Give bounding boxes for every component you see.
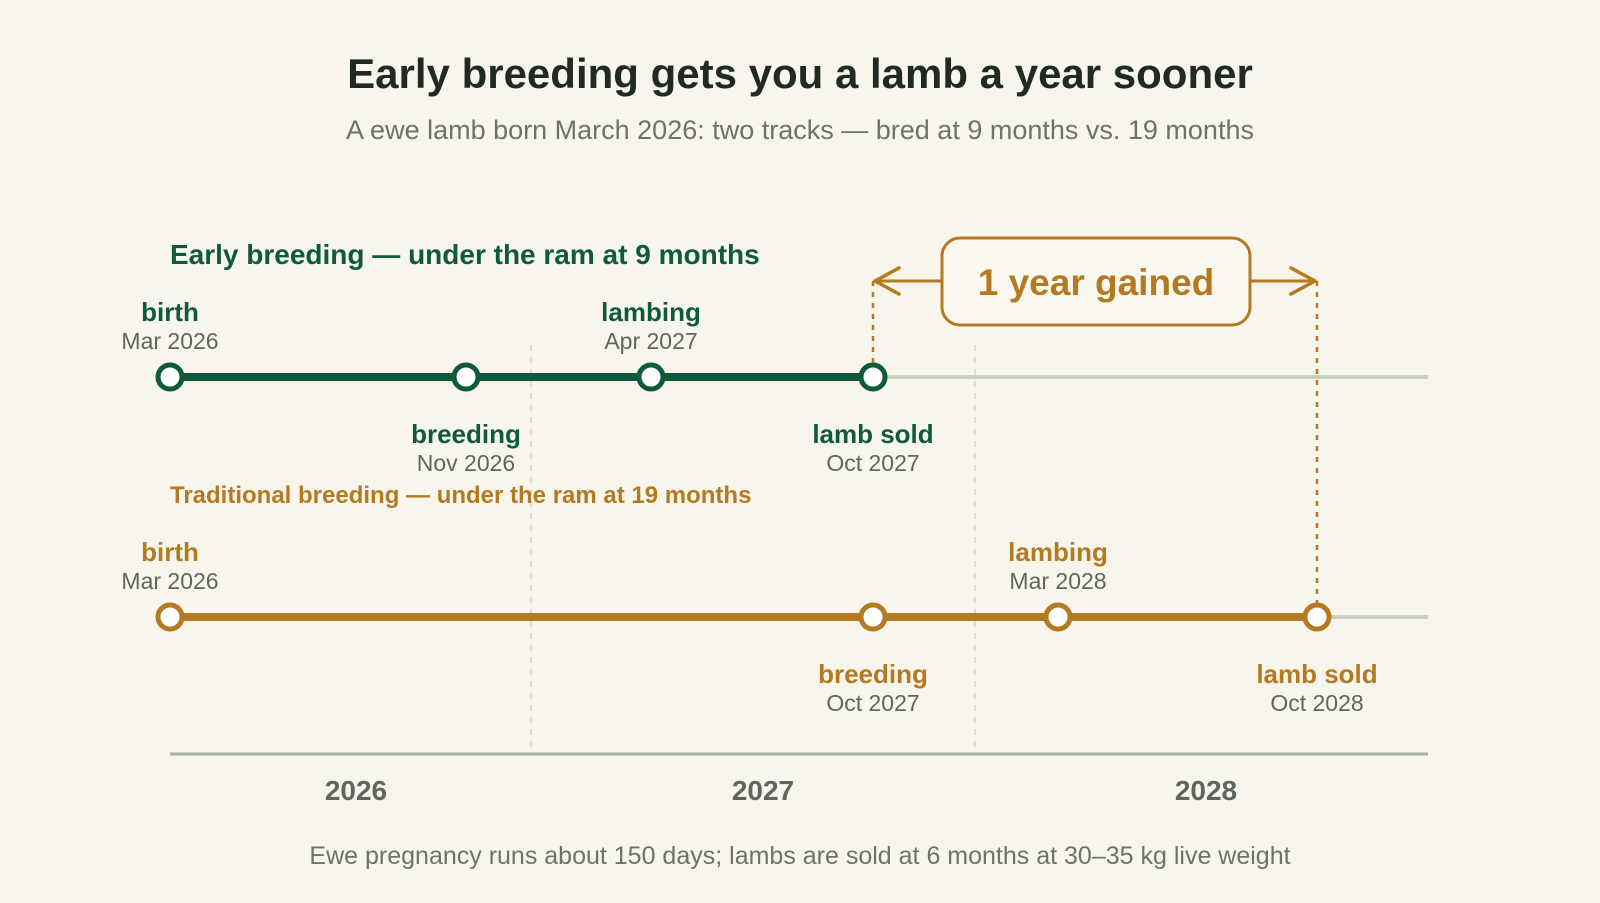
event-marker-breeding: [451, 362, 481, 392]
event-marker-birth: [155, 362, 185, 392]
event-marker-lambing: [636, 362, 666, 392]
event-date: Oct 2028: [1270, 690, 1363, 716]
event-date: Apr 2027: [604, 328, 697, 354]
track-title-early: Early breeding — under the ram at 9 mont…: [170, 239, 760, 270]
event-date: Nov 2026: [417, 450, 515, 476]
event-date: Mar 2026: [121, 328, 218, 354]
event-date: Mar 2026: [121, 568, 218, 594]
track-title-traditional: Traditional breeding — under the ram at …: [170, 482, 751, 509]
gain-badge-text: 1 year gained: [978, 262, 1215, 303]
year-label-2026: 2026: [325, 775, 387, 806]
track-title-bold: Traditional breeding: [170, 482, 399, 509]
event-date: Oct 2027: [826, 450, 919, 476]
event-label: birth: [141, 297, 199, 327]
event-label: lamb sold: [1256, 659, 1377, 689]
event-marker-lamb-sold: [858, 362, 888, 392]
track-title-bold: Early breeding: [170, 239, 365, 270]
event-label: birth: [141, 537, 199, 567]
event-marker-birth: [155, 602, 185, 632]
event-marker-lambing: [1043, 602, 1073, 632]
gain-badge: [940, 236, 1252, 327]
chart-subtitle: A ewe lamb born March 2026: two tracks —…: [346, 115, 1254, 145]
event-label: breeding: [411, 419, 521, 449]
year-label-2028: 2028: [1175, 775, 1237, 806]
track-title-rest: — under the ram at 19 months: [399, 482, 751, 509]
event-marker-breeding: [858, 602, 888, 632]
event-label: breeding: [818, 659, 928, 689]
footnote: Ewe pregnancy runs about 150 days; lambs…: [309, 842, 1290, 870]
event-label: lamb sold: [812, 419, 933, 449]
track-title-rest: — under the ram at 9 months: [365, 239, 760, 270]
event-date: Oct 2027: [826, 690, 919, 716]
year-label-2027: 2027: [732, 775, 794, 806]
event-date: Mar 2028: [1009, 568, 1106, 594]
event-label: lambing: [1008, 537, 1108, 567]
gain-arrowhead-left-icon: [873, 266, 901, 296]
chart-title: Early breeding gets you a lamb a year so…: [347, 50, 1253, 97]
event-label: lambing: [601, 297, 701, 327]
event-marker-lamb-sold: [1302, 602, 1332, 632]
gain-arrowhead-right-icon: [1289, 266, 1317, 296]
